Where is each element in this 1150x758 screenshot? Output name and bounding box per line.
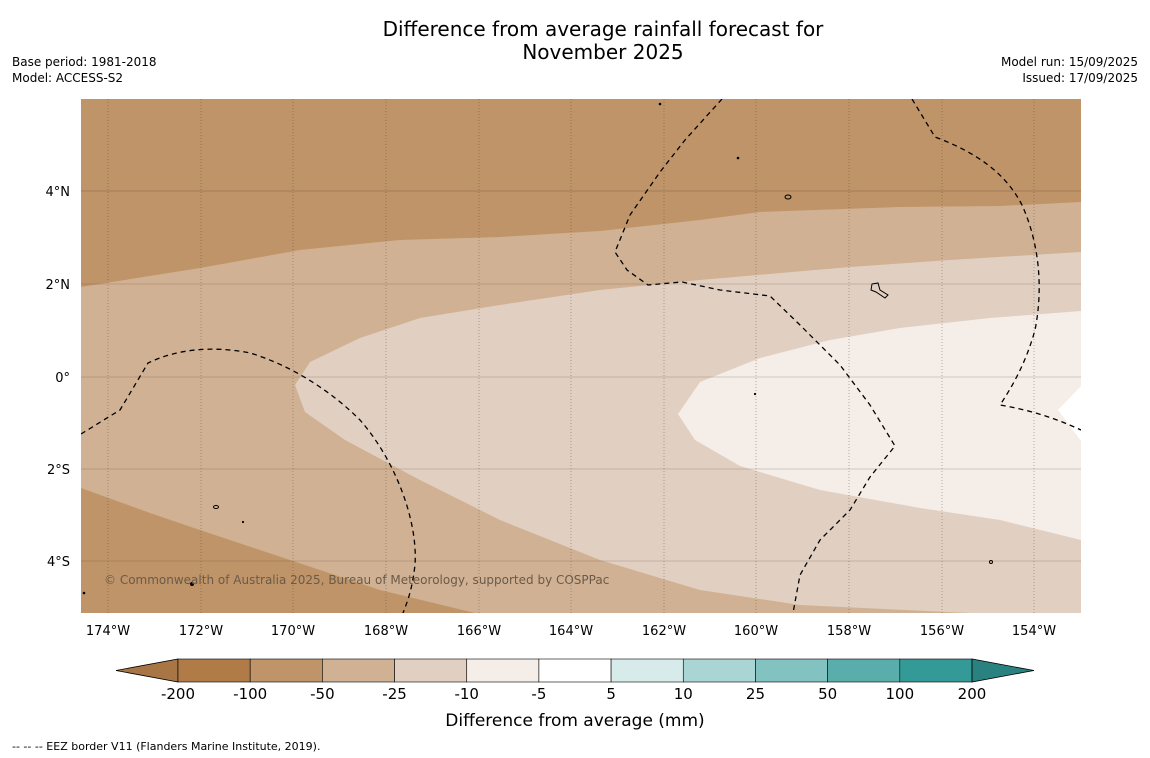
lon-label-166w: 166°W: [457, 624, 501, 639]
model-run-text: Model run: 15/09/2025: [1000, 55, 1138, 69]
colorbar: [115, 658, 1035, 683]
lon-label-170w: 170°W: [271, 624, 315, 639]
lon-label-168w: 168°W: [364, 624, 408, 639]
colorbar-tick-label: -10: [454, 685, 479, 703]
lat-axis-labels: 4°N 2°N 0° 2°S 4°S: [46, 185, 71, 570]
lon-label-154w: 154°W: [1012, 624, 1056, 639]
colorbar-tick-label: 5: [606, 685, 616, 703]
islands: [82, 102, 993, 595]
eez-footnote: -- -- -- EEZ border V11 (Flanders Marine…: [12, 740, 321, 753]
rainfall-anomaly-map: © Commonwealth of Australia 2025, Bureau…: [81, 99, 1081, 613]
colorbar-tick-label: -50: [310, 685, 335, 703]
colorbar-labels: -200 -100 -50 -25 -10 -5 5 10 25 50 100 200: [161, 685, 986, 703]
lon-label-160w: 160°W: [734, 624, 778, 639]
colorbar-tick-label: 10: [674, 685, 693, 703]
colorbar-tick-label: 50: [818, 685, 837, 703]
colorbar-swatch: [682, 658, 756, 683]
lat-label-4s: 4°S: [47, 555, 70, 570]
colorbar-tick-label: -25: [382, 685, 407, 703]
colorbar-tick-label: -200: [161, 685, 195, 703]
lon-label-158w: 158°W: [827, 624, 871, 639]
copyright-text: © Commonwealth of Australia 2025, Bureau…: [104, 573, 609, 587]
lat-label-2s: 2°S: [47, 463, 70, 478]
lat-label-4n: 4°N: [46, 185, 71, 200]
lon-label-162w: 162°W: [642, 624, 686, 639]
model-info: Base period: 1981-2018 Model: ACCESS-S2: [12, 54, 157, 86]
lon-axis-labels: 174°W 172°W 170°W 168°W 166°W 164°W 162°…: [86, 624, 1056, 639]
region-minus-5-to-5: [1058, 386, 1081, 441]
colorbar-tick-label: -5: [531, 685, 546, 703]
lon-label-174w: 174°W: [86, 624, 130, 639]
lon-label-156w: 156°W: [920, 624, 964, 639]
colorbar-tick-label: 100: [885, 685, 914, 703]
colorbar-swatch: [610, 658, 684, 683]
colorbar-swatch: [466, 658, 540, 683]
lat-label-equator: 0°: [55, 371, 70, 386]
colorbar-extend-high: [971, 658, 1035, 683]
title-line-2: November 2025: [522, 40, 684, 64]
lon-label-164w: 164°W: [549, 624, 593, 639]
lon-label-172w: 172°W: [179, 624, 223, 639]
colorbar-swatch: [827, 658, 901, 683]
colorbar-swatch: [177, 658, 251, 683]
colorbar-tick-label: -100: [233, 685, 267, 703]
colorbar-tick-label: 25: [746, 685, 765, 703]
base-period-text: Base period: 1981-2018: [12, 55, 157, 69]
colorbar-title: Difference from average (mm): [445, 711, 704, 731]
colorbar-swatch: [899, 658, 973, 683]
colorbar-swatch: [755, 658, 828, 683]
eez-borders: [81, 99, 1081, 613]
run-info: Model run: 15/09/2025 Issued: 17/09/2025: [1001, 54, 1138, 86]
graticule: [81, 99, 1081, 613]
colorbar-extend-low: [115, 658, 179, 683]
colorbar-swatch: [538, 658, 612, 683]
colorbar-swatch: [322, 658, 395, 683]
map-title: Difference from average rainfall forecas…: [300, 18, 906, 64]
lat-label-2n: 2°N: [46, 278, 71, 293]
colorbar-swatch: [249, 658, 323, 683]
issued-text: Issued: 17/09/2025: [1022, 71, 1138, 85]
colorbar-tick-label: 200: [958, 685, 987, 703]
model-text: Model: ACCESS-S2: [12, 71, 124, 85]
region-minus-10-to-minus-5: [678, 311, 1081, 540]
title-line-1: Difference from average rainfall forecas…: [382, 17, 824, 41]
colorbar-swatch: [394, 658, 468, 683]
